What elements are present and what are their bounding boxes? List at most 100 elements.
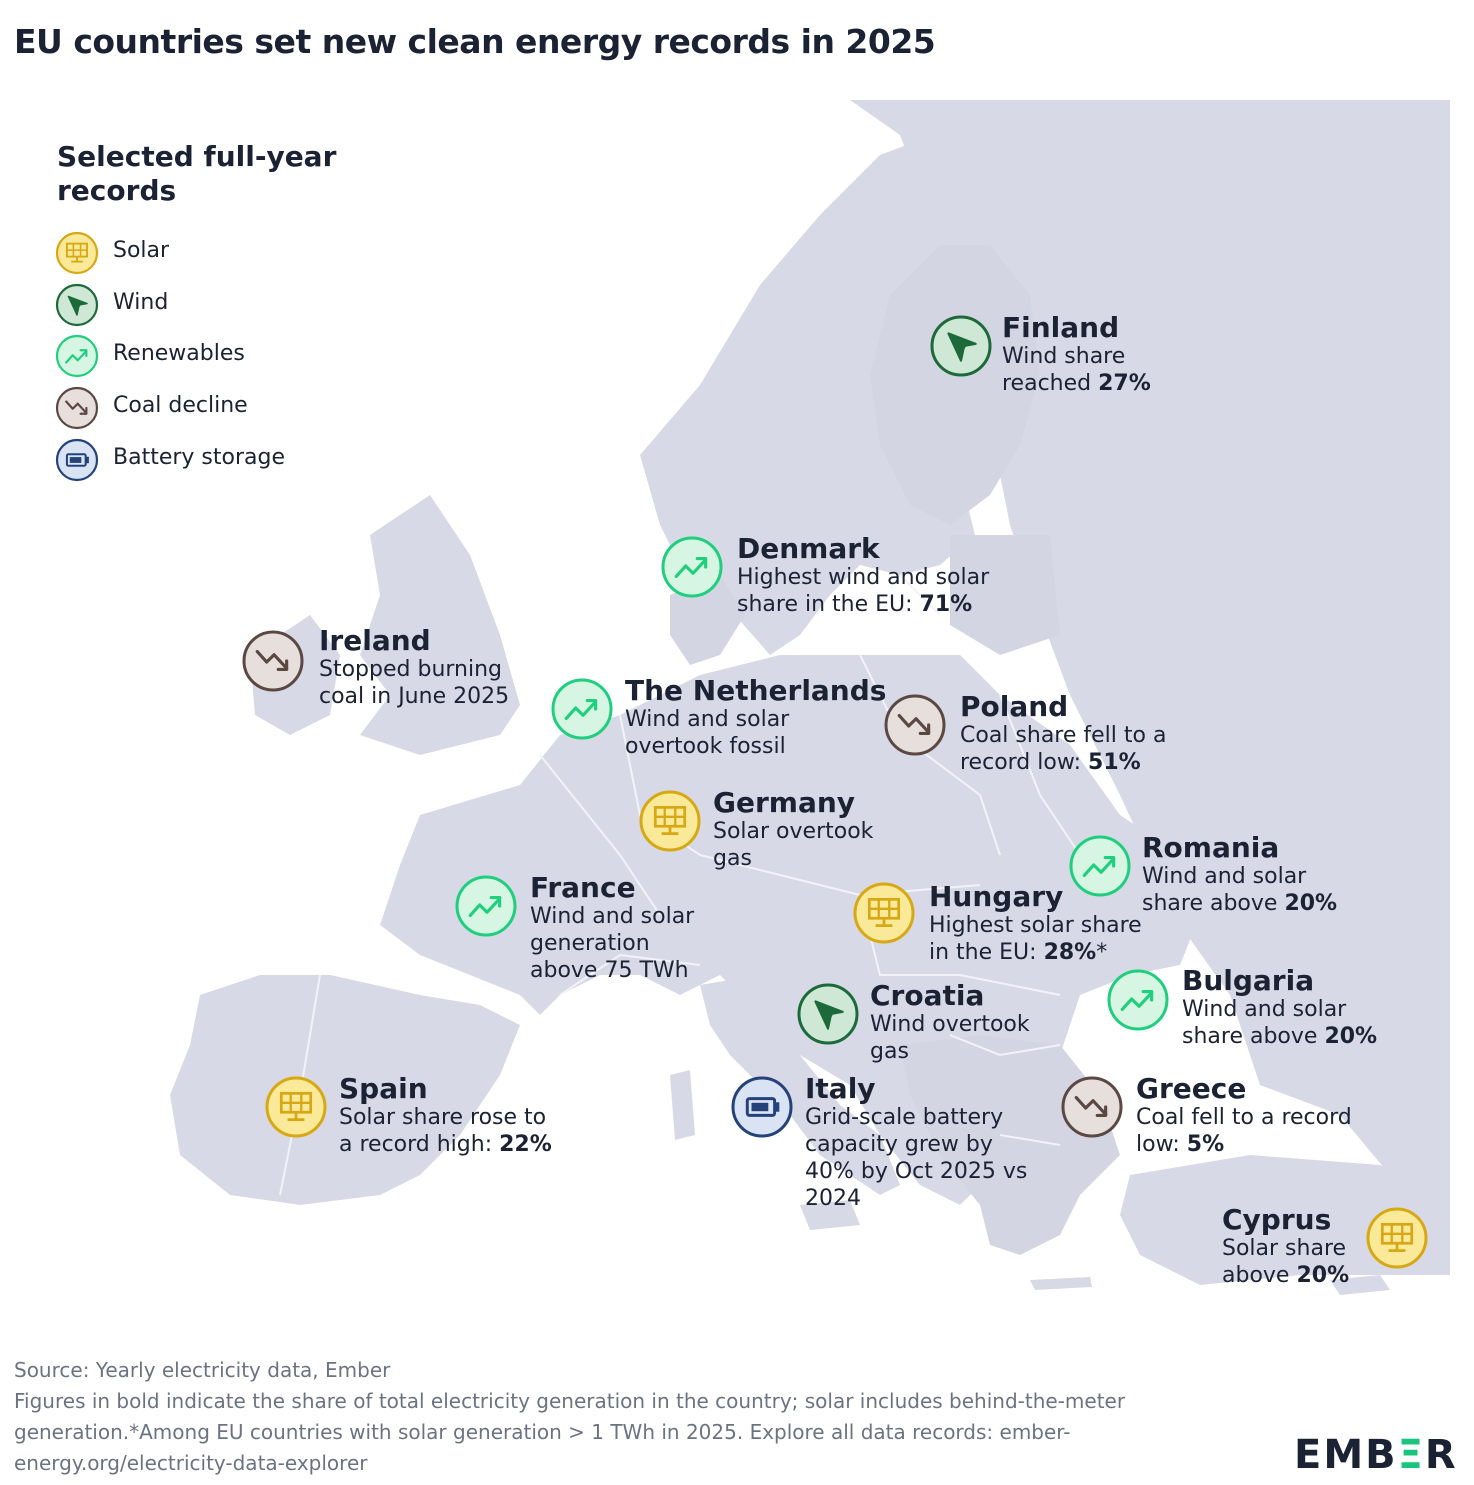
record-text: Highest wind and solar	[737, 565, 990, 590]
record-text: Solar share rose to	[339, 1105, 547, 1130]
record-line1: Wind share	[1002, 343, 1151, 370]
record-text: Wind share	[1002, 344, 1126, 369]
trend-up-icon	[1069, 835, 1131, 897]
wind-turbine-icon	[55, 283, 99, 327]
annotation-text-hungary: Hungary Highest solar share in the EU: 28%…	[929, 882, 1142, 966]
trend-down-icon	[1061, 1076, 1123, 1138]
annotation-text-romania: Romania Wind and solar share above 20%	[1142, 833, 1337, 917]
country-name: The Netherlands	[625, 674, 887, 707]
annotation-text-cyprus: Cyprus Solar share above 20%	[1222, 1205, 1349, 1289]
record-line2: record low: 51%	[960, 749, 1166, 776]
record-text: share in the EU:	[737, 592, 920, 617]
record-value: 20%	[1324, 1024, 1378, 1049]
record-line1: Solar share rose to	[339, 1104, 552, 1131]
country-name: Germany	[713, 786, 856, 819]
cyprus-land	[1330, 1275, 1390, 1295]
trend-up-icon	[455, 875, 517, 937]
record-text: Stopped burning	[319, 657, 503, 682]
country-name: Cyprus	[1222, 1203, 1332, 1236]
record-line1: Grid-scale battery	[805, 1104, 1027, 1131]
record-line2: a record high: 22%	[339, 1131, 552, 1158]
legend-label-coal: Coal decline	[113, 393, 248, 418]
country-name: Croatia	[870, 979, 985, 1012]
legend-label-solar: Solar	[113, 238, 170, 263]
record-value: 22%	[499, 1132, 552, 1157]
record-text: a record high:	[339, 1132, 500, 1157]
finland-land	[870, 245, 1040, 525]
sicily-land	[800, 1200, 860, 1230]
record-line1: Highest solar share	[929, 912, 1142, 939]
trend-down-icon	[55, 386, 99, 430]
record-line1: Solar overtook	[713, 818, 873, 845]
record-text: gas	[713, 846, 752, 871]
trend-down-icon	[884, 694, 946, 756]
legend-label-battery: Battery storage	[113, 445, 285, 470]
record-line1: Wind and solar	[625, 706, 886, 733]
denmark-land	[670, 575, 745, 665]
country-name: Ireland	[319, 624, 431, 657]
annotation-text-germany: Germany Solar overtook gas	[713, 788, 873, 872]
record-text: above 75 TWh	[530, 958, 689, 983]
record-text: Wind and solar	[1182, 997, 1347, 1022]
country-name: France	[530, 871, 636, 904]
ember-logo: EMBΞR	[1294, 1432, 1458, 1478]
logo-right: R	[1424, 1432, 1458, 1478]
solar-panel-icon	[1366, 1207, 1428, 1269]
annotation-text-netherlands: The Netherlands Wind and solar overtook fo…	[625, 676, 886, 760]
footer-source: Source: Yearly electricity data, Ember	[14, 1358, 391, 1382]
record-value: 71%	[919, 592, 973, 617]
country-name: Hungary	[929, 880, 1064, 913]
footer-note-2: generation.*Among EU countries with sola…	[14, 1420, 1071, 1444]
record-text: Wind and solar	[625, 707, 790, 732]
record-text: share above	[1182, 1024, 1325, 1049]
solar-panel-icon	[639, 790, 701, 852]
record-text: Grid-scale battery	[805, 1105, 1004, 1130]
record-line2: share above 20%	[1182, 1023, 1377, 1050]
record-line2: in the EU: 28%*	[929, 939, 1142, 966]
europe-map	[0, 95, 1474, 1315]
record-line1: Stopped burning	[319, 656, 509, 683]
legend-label-wind: Wind	[113, 290, 169, 315]
wind-turbine-icon	[797, 983, 859, 1045]
trend-up-icon	[661, 536, 723, 598]
record-line2: coal in June 2025	[319, 683, 509, 710]
record-text: 2024	[805, 1186, 861, 1211]
annotation-text-croatia: Croatia Wind overtook gas	[870, 981, 1030, 1065]
iberia-land	[170, 975, 520, 1205]
footer-note-1: Figures in bold indicate the share of to…	[14, 1389, 1126, 1413]
trend-up-icon	[55, 334, 99, 378]
legend-panel: Selected full-year records Solar Wind Re…	[30, 118, 362, 512]
record-line1: Wind and solar	[530, 903, 694, 930]
record-text: generation	[530, 931, 650, 956]
record-line2: overtook fossil	[625, 733, 886, 760]
record-text: Wind overtook	[870, 1012, 1030, 1037]
record-text: Coal fell to a record	[1136, 1105, 1352, 1130]
record-line2: capacity grew by	[805, 1131, 1027, 1158]
record-text: Wind and solar	[530, 904, 695, 929]
record-line4: 2024	[805, 1185, 1027, 1212]
trend-up-icon	[551, 678, 613, 740]
country-name: Denmark	[737, 532, 880, 565]
baltics-land	[950, 535, 1060, 655]
record-text: reached	[1002, 371, 1099, 396]
balkans-land	[900, 1035, 1120, 1255]
footer: Source: Yearly electricity data, Ember F…	[14, 1355, 1214, 1479]
country-name: Spain	[339, 1072, 428, 1105]
record-line2: share in the EU: 71%	[737, 591, 989, 618]
logo-left: EMB	[1294, 1432, 1398, 1478]
record-text: in the EU:	[929, 940, 1044, 965]
annotation-text-france: France Wind and solar generation above 75 T…	[530, 873, 694, 984]
record-line1: Wind and solar	[1142, 863, 1337, 890]
trend-down-icon	[242, 630, 304, 692]
country-name: Greece	[1136, 1072, 1247, 1105]
record-text: overtook fossil	[625, 734, 786, 759]
sardinia-land	[670, 1070, 695, 1140]
record-text: gas	[870, 1039, 909, 1064]
record-text: Solar share	[1222, 1236, 1347, 1261]
record-line1: Coal fell to a record	[1136, 1104, 1352, 1131]
wind-turbine-icon	[930, 315, 992, 377]
record-text: record low:	[960, 750, 1089, 775]
battery-icon	[731, 1076, 793, 1138]
trend-up-icon	[1107, 969, 1169, 1031]
record-line1: Solar share	[1222, 1235, 1349, 1262]
